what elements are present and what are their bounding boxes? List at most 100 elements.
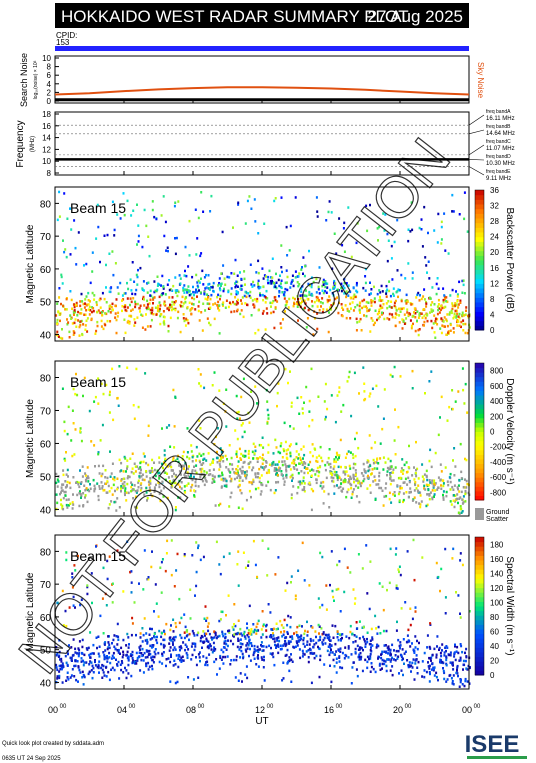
rti-cell (429, 622, 432, 625)
rti-cell (129, 570, 132, 574)
rti-cell (121, 294, 124, 297)
rti-cell (453, 312, 456, 316)
rti-cell (80, 319, 83, 323)
rti-cell (72, 638, 75, 641)
rti-cell (170, 305, 173, 309)
rti-cell (452, 488, 455, 491)
rti-cell (248, 654, 250, 658)
rti-cell (303, 579, 306, 582)
rti-cell (342, 284, 345, 288)
rti-cell (223, 640, 226, 643)
rti-cell (311, 294, 314, 297)
rti-cell (124, 493, 126, 497)
rti-cell (147, 661, 150, 665)
rti-cell (163, 315, 166, 319)
rti-cell (166, 307, 169, 310)
rti-cell (266, 408, 269, 412)
rti-cell (122, 671, 125, 674)
rti-cell (355, 281, 358, 285)
rti-cell (369, 464, 372, 468)
rti-cell (414, 606, 417, 609)
rti-cell (143, 651, 146, 655)
colorbar-segment (475, 592, 484, 598)
rti-cell (368, 657, 370, 661)
rti-cell (134, 495, 137, 499)
rti-cell (330, 304, 333, 307)
rti-cell (151, 644, 154, 647)
rti-cell (376, 227, 379, 230)
rti-cell (75, 304, 78, 307)
rti-cell (229, 471, 232, 474)
rti-cell (221, 610, 224, 614)
rti-cell (363, 468, 366, 471)
rti-cell (280, 244, 283, 247)
rti-cell (432, 484, 435, 488)
rti-cell (236, 274, 239, 277)
rti-cell (309, 648, 312, 652)
rti-cell (461, 650, 464, 654)
rti-cell (424, 256, 427, 259)
rti-cell (398, 490, 401, 494)
rti-cell (151, 458, 154, 462)
rti-ytick-label: 60 (40, 265, 52, 276)
rti-cell (332, 467, 335, 470)
rti-cell (230, 287, 233, 290)
rti-cell (96, 320, 99, 324)
rti-cell (346, 309, 349, 312)
rti-cell (247, 292, 250, 295)
rti-cell (127, 663, 130, 667)
rti-cell (340, 482, 343, 485)
rti-cell (132, 497, 135, 500)
rti-cell (173, 659, 176, 662)
cpid-bar (55, 46, 469, 51)
rti-cell (167, 330, 170, 333)
rti-cell (124, 308, 127, 312)
rti-cell (76, 480, 79, 484)
colorbar-segment (475, 449, 484, 455)
rti-cell (128, 475, 131, 479)
rti-cell (276, 637, 279, 640)
rti-cell (211, 636, 214, 640)
rti-cell (374, 614, 377, 618)
rti-cell (106, 319, 109, 323)
rti-cell (381, 489, 384, 492)
rti-cell (347, 206, 350, 209)
rti-cell (125, 491, 128, 494)
rti-cell (222, 460, 225, 463)
rti-cell (417, 291, 420, 295)
rti-cell (423, 324, 425, 327)
rti-cell (121, 299, 123, 302)
rti-cell (75, 301, 78, 305)
rti-cell (267, 275, 270, 279)
rti-cell (126, 306, 129, 309)
rti-cell (84, 472, 87, 475)
rti-cell (179, 496, 182, 499)
rti-cell (203, 457, 206, 461)
rti-cell (209, 306, 212, 309)
rti-cell (423, 675, 426, 679)
rti-cell (302, 457, 304, 460)
rti-cell (247, 632, 250, 635)
rti-cell (190, 645, 193, 648)
rti-cell (81, 300, 84, 303)
rti-cell (430, 465, 433, 469)
rti-cell (103, 488, 106, 492)
rti-cell (72, 330, 75, 333)
rti-cell (130, 654, 133, 658)
ut-tick-minutes: 00 (198, 704, 205, 710)
rti-cell (370, 288, 373, 291)
colorbar-segment (475, 413, 484, 419)
rti-cell (416, 467, 419, 471)
colorbar-segment (475, 454, 484, 460)
rti-cell (224, 410, 227, 413)
rti-cell (466, 230, 469, 233)
rti-cell (291, 279, 294, 282)
rti-cell (388, 497, 391, 501)
rti-cell (452, 674, 455, 677)
rti-cell (359, 317, 362, 321)
rti-cell (111, 302, 114, 306)
rti-cell (73, 331, 76, 335)
rti-cell (402, 498, 405, 502)
rti-cell (244, 454, 247, 458)
rti-cell (218, 634, 221, 638)
